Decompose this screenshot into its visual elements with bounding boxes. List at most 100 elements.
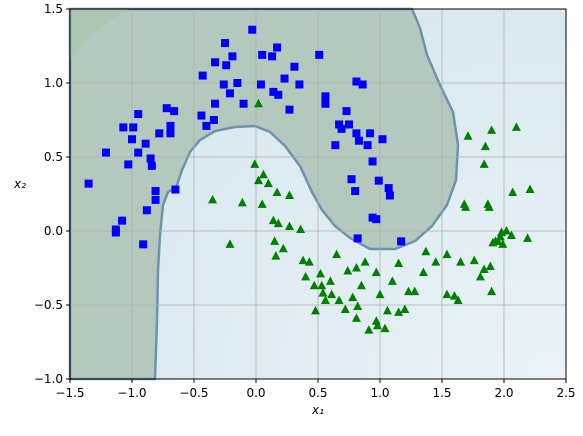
y-tick-label: 0.5 bbox=[44, 150, 63, 164]
data-point bbox=[385, 191, 394, 200]
data-point bbox=[404, 286, 414, 296]
data-point bbox=[228, 52, 237, 61]
data-point bbox=[501, 226, 511, 235]
data-point bbox=[508, 187, 518, 197]
data-point bbox=[211, 58, 220, 67]
data-point bbox=[320, 295, 330, 305]
data-point bbox=[317, 280, 327, 290]
data-point bbox=[274, 90, 283, 99]
data-point bbox=[353, 301, 363, 310]
data-point bbox=[202, 121, 211, 130]
data-point bbox=[270, 236, 280, 245]
data-point bbox=[269, 87, 278, 96]
data-point bbox=[258, 169, 268, 179]
data-point bbox=[272, 187, 282, 197]
data-point bbox=[268, 52, 277, 61]
data-point bbox=[463, 131, 473, 140]
data-point bbox=[290, 62, 299, 71]
x-tick-label: −0.5 bbox=[179, 386, 208, 400]
data-point bbox=[495, 231, 505, 241]
data-point bbox=[485, 261, 495, 271]
data-point bbox=[360, 257, 370, 266]
data-point bbox=[166, 121, 175, 130]
data-point bbox=[315, 268, 325, 278]
data-point bbox=[449, 291, 459, 300]
data-point bbox=[394, 258, 404, 268]
data-point bbox=[124, 160, 133, 169]
data-point bbox=[258, 50, 267, 59]
data-point bbox=[134, 110, 143, 119]
data-point bbox=[151, 195, 160, 204]
x-tick-label: 0.0 bbox=[246, 386, 265, 400]
data-point bbox=[394, 307, 404, 316]
data-point bbox=[139, 240, 148, 249]
data-point bbox=[284, 221, 294, 231]
data-point bbox=[461, 202, 471, 211]
data-point bbox=[296, 224, 306, 234]
data-point bbox=[374, 176, 383, 185]
x-tick-label: 1.5 bbox=[432, 386, 451, 400]
data-point bbox=[257, 199, 267, 208]
data-point bbox=[278, 243, 288, 253]
data-point bbox=[321, 92, 330, 101]
data-point bbox=[352, 129, 361, 138]
data-point bbox=[347, 175, 356, 184]
data-point bbox=[453, 295, 463, 305]
data-point bbox=[354, 136, 363, 145]
y-tick-label: 0.0 bbox=[44, 224, 63, 238]
data-point bbox=[321, 99, 330, 108]
data-point bbox=[271, 251, 281, 260]
data-point bbox=[162, 104, 171, 113]
data-point bbox=[268, 215, 278, 225]
data-point bbox=[233, 79, 242, 87]
data-point bbox=[493, 236, 503, 245]
data-point bbox=[431, 257, 441, 266]
data-point bbox=[315, 50, 324, 59]
contour-band bbox=[70, 9, 130, 60]
data-point bbox=[373, 320, 383, 330]
data-point bbox=[368, 157, 377, 166]
data-point bbox=[348, 292, 358, 302]
decision-region bbox=[68, 7, 460, 381]
x-axis-label: x₁ bbox=[311, 403, 324, 417]
data-point bbox=[332, 249, 342, 259]
data-point bbox=[442, 249, 452, 259]
data-point bbox=[358, 80, 367, 89]
data-point bbox=[253, 98, 263, 108]
data-point bbox=[208, 194, 218, 204]
data-point bbox=[351, 187, 360, 196]
data-point bbox=[273, 218, 283, 228]
data-point bbox=[225, 239, 235, 248]
data-point bbox=[480, 141, 490, 151]
data-point bbox=[280, 74, 289, 83]
data-point bbox=[222, 61, 231, 70]
data-point bbox=[304, 257, 314, 266]
data-point bbox=[371, 267, 381, 276]
data-point bbox=[219, 80, 228, 89]
data-point bbox=[418, 267, 428, 276]
data-point bbox=[351, 313, 361, 322]
data-point bbox=[334, 295, 344, 305]
y-axis-label: x₂ bbox=[13, 177, 26, 191]
y-tick-label: 1.0 bbox=[44, 76, 63, 90]
data-point bbox=[309, 280, 319, 290]
data-point bbox=[253, 175, 263, 185]
data-point bbox=[506, 230, 516, 239]
data-point bbox=[366, 129, 375, 138]
data-point bbox=[378, 135, 387, 144]
data-point bbox=[456, 257, 466, 266]
data-point bbox=[382, 305, 392, 315]
x-tick-label: −1.0 bbox=[117, 386, 146, 400]
data-point bbox=[118, 216, 127, 225]
data-point bbox=[337, 124, 346, 133]
data-point bbox=[363, 141, 372, 150]
data-point bbox=[484, 202, 494, 211]
data-point bbox=[410, 286, 420, 296]
data-point bbox=[101, 148, 110, 157]
data-point bbox=[331, 141, 340, 150]
data-point bbox=[442, 289, 452, 299]
data-point bbox=[225, 89, 234, 98]
data-point bbox=[479, 159, 489, 168]
data-point bbox=[375, 289, 385, 299]
